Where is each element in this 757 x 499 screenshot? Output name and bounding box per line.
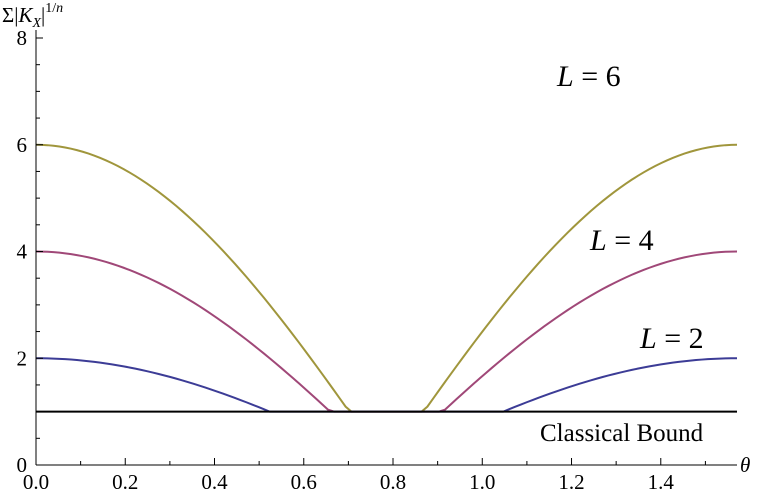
- x-tick-label: 1.2: [558, 470, 584, 494]
- series-line-l-4: [35, 250, 738, 413]
- series-label-l4: L = 4: [589, 224, 654, 257]
- y-tick-label: 4: [17, 240, 28, 264]
- x-tick-label: 1.0: [469, 470, 495, 494]
- y-tick-label: 6: [17, 133, 28, 157]
- x-tick-label: 0.8: [380, 470, 406, 494]
- y-tick-label: 2: [17, 346, 28, 370]
- x-tick-label: 1.4: [648, 470, 675, 494]
- classical-bound-label: Classical Bound: [540, 420, 704, 447]
- x-axis-title: θ: [740, 453, 750, 477]
- series-label-l6: L = 6: [556, 60, 621, 93]
- x-ticks: 0.0 0.2 0.4 0.6 0.8 1.0 1.2 1.4: [23, 458, 706, 494]
- y-axis-title: Σ|KX|1/n: [2, 1, 63, 31]
- x-tick-label: 0.6: [291, 470, 317, 494]
- x-tick-label: 0.0: [23, 470, 49, 494]
- series-label-l2: L = 2: [639, 322, 704, 355]
- x-tick-label: 0.4: [201, 470, 228, 494]
- x-tick-label: 0.2: [112, 470, 138, 494]
- y-tick-label: 8: [17, 26, 28, 50]
- y-tick-label: 0: [17, 453, 28, 477]
- y-ticks: 0 2 4 6 8: [17, 26, 43, 477]
- series-line-l-2: [35, 357, 738, 413]
- series-layer: [35, 143, 738, 413]
- series-line-l-6: [35, 143, 738, 413]
